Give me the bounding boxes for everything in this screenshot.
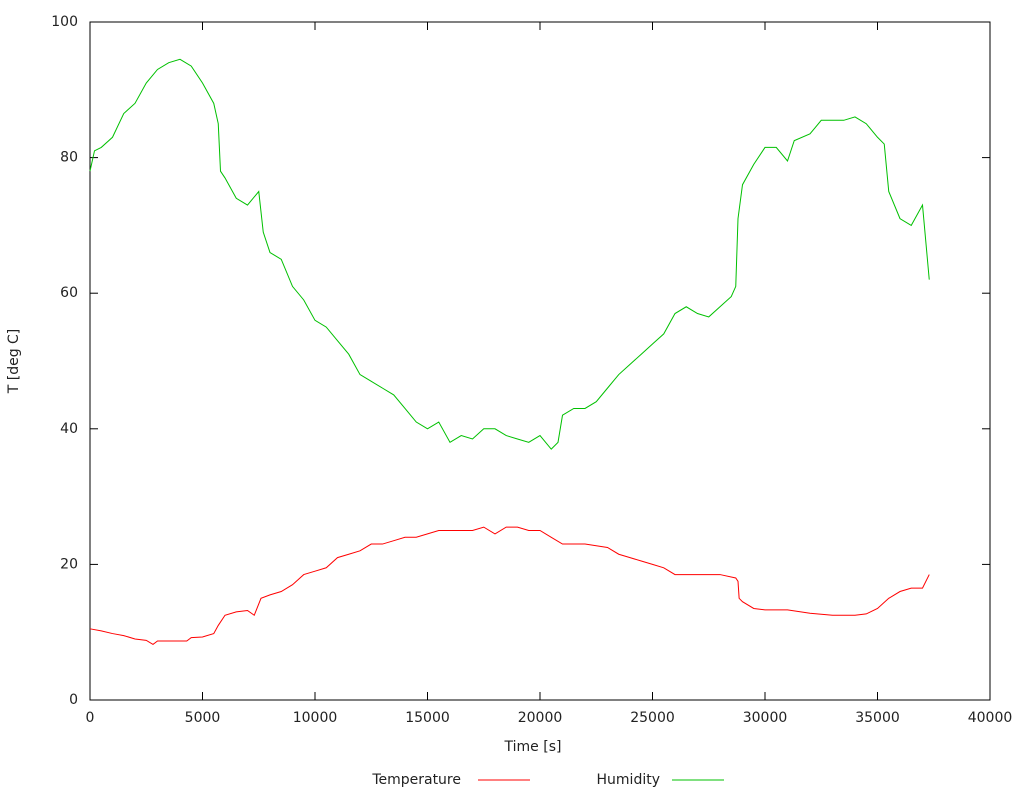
x-tick-label: 20000 (518, 710, 563, 726)
y-tick-label: 60 (60, 285, 78, 301)
legend-label: Temperature (371, 772, 461, 788)
y-tick-label: 100 (51, 14, 78, 30)
y-tick-label: 20 (60, 556, 78, 572)
x-tick-label: 10000 (293, 710, 338, 726)
legend-label: Humidity (597, 772, 660, 788)
x-tick-label: 25000 (630, 710, 675, 726)
x-tick-label: 0 (86, 710, 95, 726)
plot-frame (89, 21, 991, 701)
data-line (89, 526, 930, 646)
x-axis-label: Time [s] (504, 739, 562, 755)
x-tick-label: 30000 (743, 710, 788, 726)
data-line (89, 58, 930, 450)
y-tick-label: 40 (60, 421, 78, 437)
x-tick-label: 15000 (405, 710, 450, 726)
x-tick-label: 40000 (968, 710, 1013, 726)
x-tick-label: 5000 (185, 710, 221, 726)
y-tick-label: 0 (69, 692, 78, 708)
x-tick-label: 35000 (855, 710, 900, 726)
y-tick-label: 80 (60, 150, 78, 166)
y-axis-label: T [deg C] (6, 329, 22, 395)
